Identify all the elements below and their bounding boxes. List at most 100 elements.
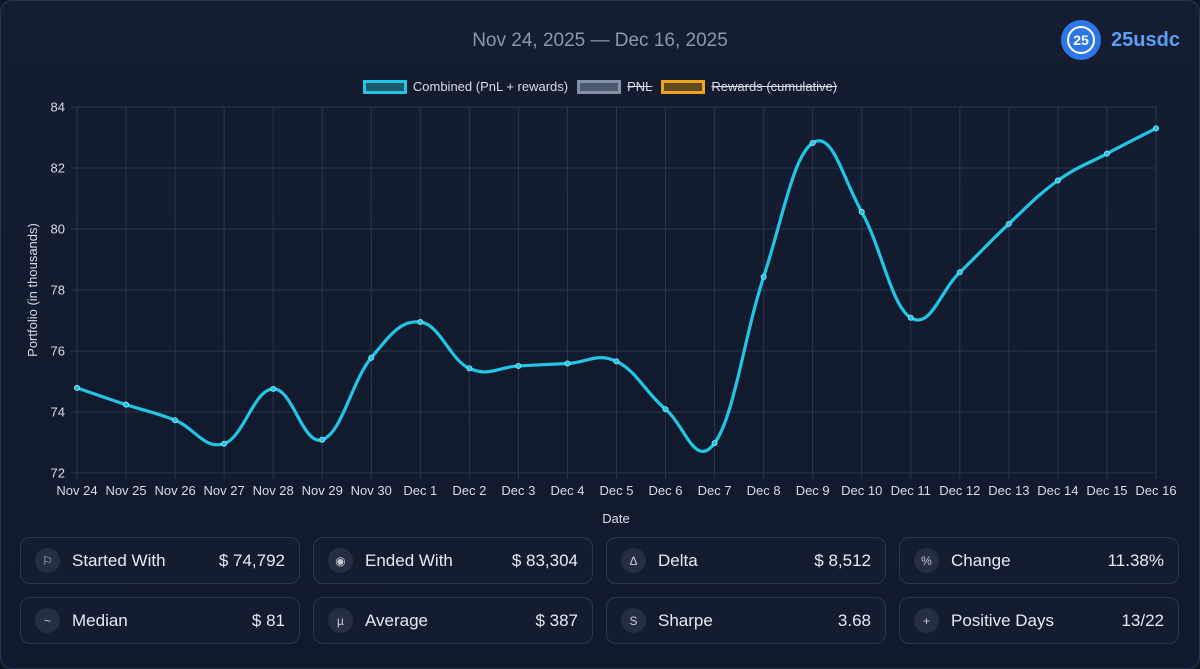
data-point[interactable] xyxy=(221,440,228,447)
brand[interactable]: 25 25usdc xyxy=(1061,20,1180,60)
x-tick-label: Dec 10 xyxy=(841,483,882,498)
series-points-combined xyxy=(74,125,1160,447)
x-axis-label: Date xyxy=(602,511,629,526)
tilde-icon: ~ xyxy=(35,608,60,633)
brand-name: 25usdc xyxy=(1111,28,1180,51)
data-point[interactable] xyxy=(368,354,375,361)
brand-logo-icon: 25 xyxy=(1061,20,1102,60)
data-point[interactable] xyxy=(74,384,81,391)
data-point[interactable] xyxy=(809,139,816,146)
x-tick-label: Dec 15 xyxy=(1086,483,1127,498)
data-point[interactable] xyxy=(858,208,865,215)
legend-label-pnl: PNL xyxy=(627,79,653,94)
target-icon: ◉ xyxy=(328,548,353,573)
data-point[interactable] xyxy=(613,358,620,365)
x-tick-label: Dec 5 xyxy=(600,483,634,498)
x-tick-label: Dec 9 xyxy=(796,483,830,498)
y-tick-label: 80 xyxy=(51,222,65,237)
x-tick-label: Nov 25 xyxy=(105,483,146,498)
x-tick-label: Nov 28 xyxy=(253,483,294,498)
x-tick-label: Nov 26 xyxy=(154,483,195,498)
x-tick-label: Dec 2 xyxy=(452,483,486,498)
legend-item-combined[interactable]: Combined (PnL + rewards) xyxy=(362,79,569,94)
stat-label: Ended With xyxy=(365,550,453,570)
y-tick-label: 78 xyxy=(51,283,65,298)
stat-average: µ Average $ 387 xyxy=(313,597,593,644)
x-tick-label: Dec 14 xyxy=(1037,483,1078,498)
x-tick-label: Dec 3 xyxy=(501,483,535,498)
legend-item-rewards[interactable]: Rewards (cumulative) xyxy=(661,79,837,94)
x-tick-label: Dec 8 xyxy=(747,483,781,498)
x-tick-label: Dec 13 xyxy=(988,483,1029,498)
legend-item-pnl[interactable]: PNL xyxy=(577,79,652,94)
stat-value: $ 387 xyxy=(535,610,578,630)
data-point[interactable] xyxy=(270,385,277,392)
data-point[interactable] xyxy=(1005,220,1012,227)
stat-label: Delta xyxy=(658,550,698,570)
date-range-title: Nov 24, 2025 — Dec 16, 2025 xyxy=(472,30,728,51)
x-tick-label: Dec 1 xyxy=(403,483,437,498)
data-point[interactable] xyxy=(1054,177,1061,184)
stat-label: Change xyxy=(951,550,1011,570)
stat-ended-with: ◉ Ended With $ 83,304 xyxy=(313,537,593,584)
stat-median: ~ Median $ 81 xyxy=(20,597,300,644)
data-point[interactable] xyxy=(1153,125,1160,132)
x-tick-label: Dec 4 xyxy=(550,483,584,498)
data-point[interactable] xyxy=(907,314,914,321)
chart-grid xyxy=(71,106,1157,479)
data-point[interactable] xyxy=(319,436,326,443)
stat-value: $ 8,512 xyxy=(814,550,871,570)
data-point[interactable] xyxy=(172,417,179,424)
x-tick-label: Nov 30 xyxy=(351,483,392,498)
brand-logo-text: 25 xyxy=(1067,26,1096,54)
stat-delta: Δ Delta $ 8,512 xyxy=(606,537,886,584)
percent-icon: % xyxy=(914,548,939,573)
y-tick-label: 72 xyxy=(51,466,65,481)
y-axis-label: Portfolio (in thousands) xyxy=(25,223,40,357)
x-tick-label: Dec 12 xyxy=(939,483,980,498)
stat-value: $ 83,304 xyxy=(511,550,578,570)
y-tick-label: 82 xyxy=(51,161,65,176)
data-point[interactable] xyxy=(515,362,522,369)
stat-started-with: ⚐ Started With $ 74,792 xyxy=(20,537,300,584)
stat-change: % Change 11.38% xyxy=(899,537,1179,584)
legend-swatch-pnl xyxy=(577,79,622,94)
sharpe-icon: S xyxy=(621,608,646,633)
data-point[interactable] xyxy=(123,401,130,408)
data-point[interactable] xyxy=(662,406,669,413)
stat-label: Average xyxy=(365,610,429,630)
data-point[interactable] xyxy=(564,360,571,367)
chart-legend: Combined (PnL + rewards) PNL Rewards (cu… xyxy=(0,79,1200,94)
delta-icon: Δ xyxy=(621,548,646,573)
y-axis-ticks: 72 74 76 78 80 82 84 xyxy=(51,100,65,481)
plus-icon: + xyxy=(914,608,939,633)
data-point[interactable] xyxy=(417,319,424,326)
stat-value: 11.38% xyxy=(1107,550,1164,570)
stat-value: $ 74,792 xyxy=(218,550,285,570)
x-tick-label: Dec 7 xyxy=(698,483,732,498)
legend-label-combined: Combined (PnL + rewards) xyxy=(412,79,569,94)
data-point[interactable] xyxy=(711,440,718,447)
stat-label: Median xyxy=(72,610,128,630)
y-tick-label: 74 xyxy=(51,405,65,420)
data-point[interactable] xyxy=(466,365,473,372)
y-tick-label: 76 xyxy=(51,344,65,359)
x-tick-label: Nov 24 xyxy=(56,483,97,498)
data-point[interactable] xyxy=(1103,150,1110,157)
x-tick-label: Dec 11 xyxy=(891,483,931,498)
stat-label: Started With xyxy=(72,550,166,570)
data-point[interactable] xyxy=(956,269,963,276)
flag-icon: ⚐ xyxy=(35,548,60,573)
legend-label-rewards: Rewards (cumulative) xyxy=(711,79,838,94)
data-point[interactable] xyxy=(760,273,767,280)
stat-label: Positive Days xyxy=(951,610,1054,630)
stat-value: $ 81 xyxy=(251,610,285,630)
legend-swatch-rewards xyxy=(661,79,706,94)
stat-value: 13/22 xyxy=(1121,610,1164,630)
stat-sharpe: S Sharpe 3.68 xyxy=(606,597,886,644)
y-tick-label: 84 xyxy=(51,100,65,115)
stat-value: 3.68 xyxy=(837,610,871,630)
x-tick-label: Dec 6 xyxy=(649,483,683,498)
mu-icon: µ xyxy=(328,608,353,633)
